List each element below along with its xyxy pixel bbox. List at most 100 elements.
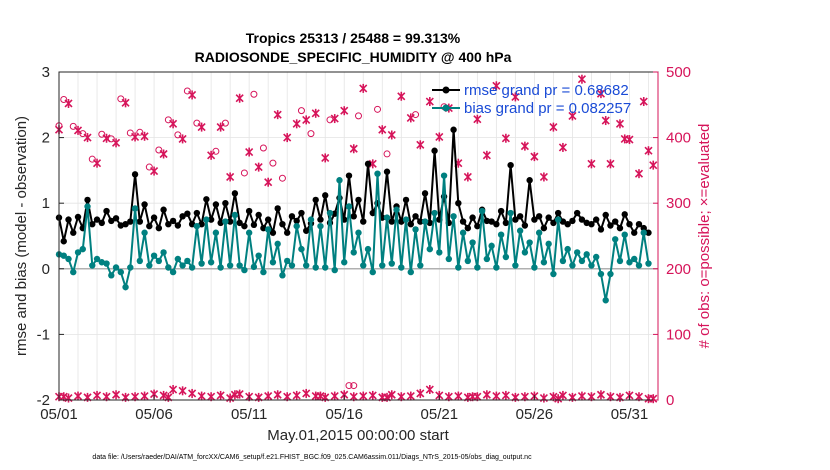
- obs-evaluated-marker: [501, 133, 510, 143]
- bias-point: [478, 207, 486, 215]
- bias-point: [526, 239, 533, 246]
- bias-point: [469, 239, 476, 246]
- obs-possible-marker: [193, 119, 201, 127]
- rmse-point: [545, 214, 552, 221]
- bias-point: [198, 260, 205, 267]
- obs-possible-marker: [212, 147, 220, 155]
- bias-point: [516, 227, 524, 234]
- rmse-point: [421, 190, 429, 197]
- rmse-point: [255, 211, 262, 219]
- bias-point: [483, 255, 491, 263]
- obs-evaluated-marker: [425, 385, 434, 395]
- rmse-point: [388, 218, 395, 225]
- obs-evaluated-marker: [634, 169, 644, 179]
- bias-point: [583, 251, 590, 258]
- rmse-point: [493, 220, 500, 228]
- rmse-point: [312, 196, 319, 204]
- obs-possible-marker: [240, 169, 248, 177]
- rmse-point: [165, 220, 172, 228]
- bias-point: [592, 253, 600, 261]
- rmse-point: [407, 220, 414, 228]
- rmse-point: [279, 220, 286, 228]
- rmse-point: [241, 222, 248, 230]
- rmse-point: [554, 209, 562, 217]
- obs-possible-marker: [79, 130, 87, 138]
- obs-evaluated-marker: [92, 390, 102, 400]
- obs-evaluated-marker: [492, 391, 501, 401]
- series: [55, 126, 652, 304]
- bias-point: [212, 229, 220, 236]
- obs-possible-marker: [355, 112, 362, 120]
- bias-point: [84, 203, 91, 210]
- rmse-point: [122, 220, 129, 228]
- bias-point: [293, 222, 300, 230]
- obs-possible-marker: [307, 130, 315, 138]
- bias-point: [303, 262, 310, 269]
- bias-point: [550, 270, 557, 278]
- bias-point: [545, 240, 552, 248]
- bias-point: [165, 264, 172, 271]
- rmse-point: [60, 238, 67, 245]
- legend-rmse-marker: [442, 86, 450, 94]
- rmse-point: [298, 209, 305, 217]
- bias-point: [79, 245, 86, 253]
- rmse-point: [65, 216, 72, 223]
- rmse-point: [293, 217, 300, 225]
- rmse-point: [136, 218, 144, 225]
- y2-tick-label: 500: [666, 64, 691, 81]
- rmse-point: [607, 222, 614, 229]
- legend-bias-label: bias grand pr = 0.082257: [464, 100, 631, 117]
- rmse-point: [369, 209, 376, 217]
- y2-tick-label: 400: [666, 130, 691, 147]
- rmse-point: [245, 207, 253, 215]
- rmse-point: [550, 219, 557, 227]
- obs-possible-marker: [297, 107, 305, 115]
- rmse-point: [502, 219, 510, 227]
- obs-evaluated-marker: [245, 147, 254, 157]
- bias-point: [569, 262, 576, 269]
- obs-evaluated-marker: [169, 385, 178, 395]
- obs-possible-marker: [412, 111, 420, 119]
- bias-point: [169, 268, 177, 276]
- bias-point: [621, 231, 628, 238]
- bias-point: [112, 264, 120, 271]
- bias-point: [174, 255, 182, 263]
- x-tick-label: 05/01: [40, 406, 78, 423]
- obs-evaluated-marker: [387, 130, 396, 140]
- rmse-point: [497, 207, 505, 215]
- obs-evaluated-marker: [615, 119, 625, 129]
- rmse-point: [521, 222, 529, 229]
- y2-tick-label: 200: [666, 261, 691, 278]
- obs-evaluated-marker: [463, 172, 472, 182]
- obs-possible-marker: [145, 163, 153, 171]
- obs-evaluated-marker: [416, 140, 425, 150]
- bias-point: [412, 226, 419, 233]
- x-axis-label: May.01,2015 00:00:00 start: [267, 427, 449, 444]
- obs-evaluated-marker: [596, 390, 606, 400]
- bias-point: [65, 255, 72, 263]
- rmse-point: [108, 217, 115, 225]
- axes: 05/01 05/06 05/11 05/16 05/21 05/26 05/31 -2 -1 0…: [37, 64, 691, 423]
- obs-evaluated-marker: [511, 92, 520, 102]
- x-tick-label: 05/26: [516, 406, 554, 423]
- bias-point: [141, 229, 148, 236]
- bias-point: [645, 260, 652, 267]
- rmse-point: [303, 227, 310, 234]
- rmse-point: [274, 205, 281, 212]
- obs-possible-marker: [164, 116, 172, 124]
- rmse-point: [450, 126, 457, 133]
- rmse-point: [526, 177, 533, 184]
- bias-point: [207, 259, 215, 266]
- rmse-point: [345, 172, 353, 179]
- obs-evaluated-marker: [492, 81, 501, 91]
- rmse-point: [640, 224, 647, 232]
- obs-possible-marker: [88, 155, 96, 163]
- bias-point: [616, 257, 624, 265]
- bias-point: [369, 268, 376, 276]
- obs-evaluated-marker: [359, 391, 368, 401]
- bias-point: [578, 257, 586, 265]
- obs-evaluated-marker: [501, 390, 510, 400]
- obs-possible-marker: [350, 382, 358, 390]
- rmse-point: [317, 216, 324, 223]
- rmse-point: [193, 209, 201, 217]
